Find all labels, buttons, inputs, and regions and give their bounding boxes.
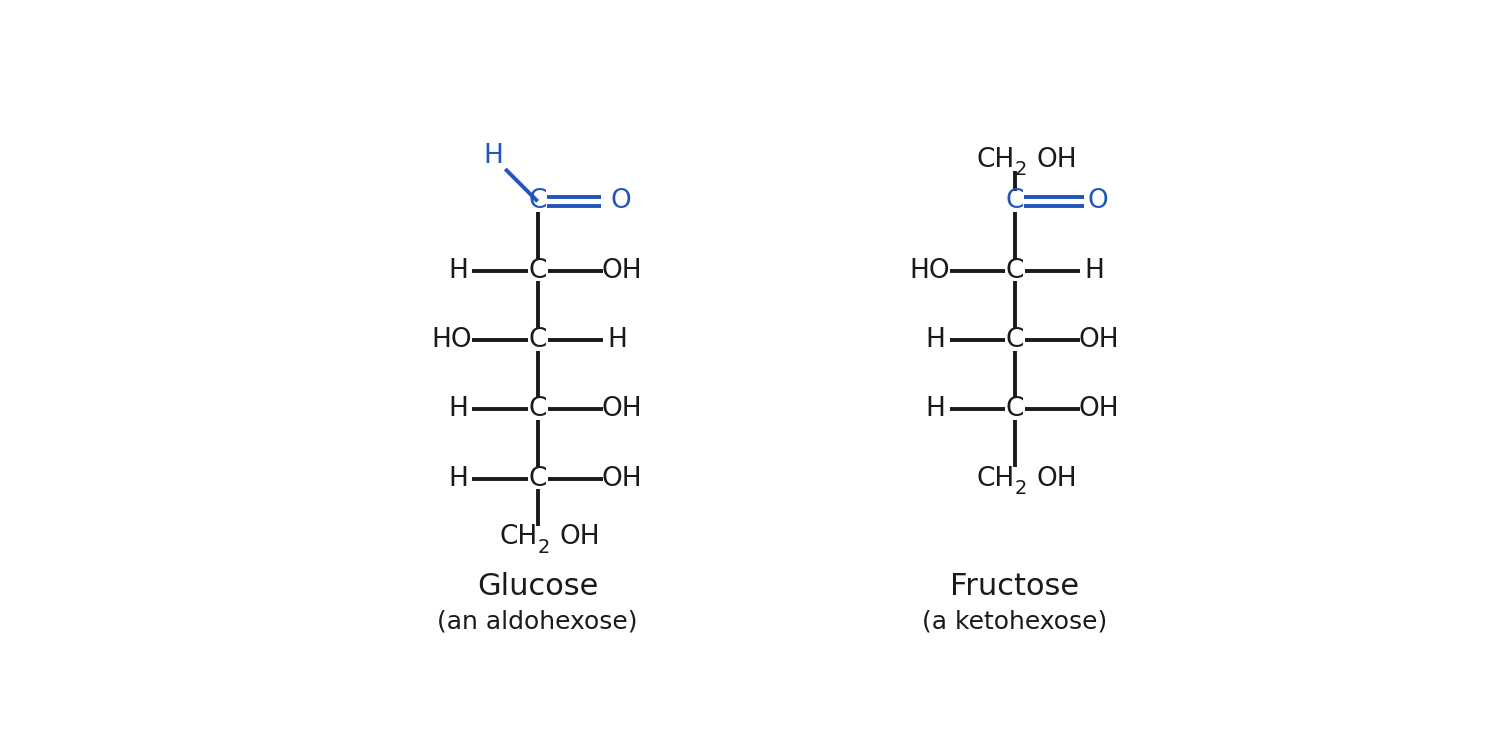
Text: OH: OH [1079, 397, 1120, 422]
Text: OH: OH [559, 525, 600, 550]
Text: OH: OH [601, 465, 642, 492]
Text: H: H [926, 327, 946, 353]
Text: O: O [610, 188, 631, 214]
Text: H: H [448, 258, 468, 284]
Text: H: H [448, 397, 468, 422]
Text: 2: 2 [1015, 161, 1027, 179]
Text: OH: OH [601, 397, 642, 422]
Text: OH: OH [1037, 465, 1078, 492]
Text: 2: 2 [538, 538, 550, 557]
Text: C: C [529, 397, 547, 422]
Text: C: C [1006, 258, 1024, 284]
Text: CH: CH [977, 465, 1015, 492]
Text: H: H [1084, 258, 1105, 284]
Text: (a ketohexose): (a ketohexose) [922, 609, 1108, 633]
Text: C: C [529, 188, 547, 214]
Text: Glucose: Glucose [477, 572, 598, 601]
Text: H: H [448, 465, 468, 492]
Text: H: H [484, 143, 504, 169]
Text: CH: CH [977, 147, 1015, 173]
Text: C: C [529, 258, 547, 284]
Text: HO: HO [432, 327, 472, 353]
Text: H: H [926, 397, 946, 422]
Text: 2: 2 [1015, 479, 1027, 498]
Text: CH: CH [499, 525, 538, 550]
Text: Fructose: Fructose [950, 572, 1079, 601]
Text: C: C [1006, 397, 1024, 422]
Text: OH: OH [1079, 327, 1120, 353]
Text: HO: HO [910, 258, 950, 284]
Text: C: C [1006, 188, 1024, 214]
Text: (an aldohexose): (an aldohexose) [438, 609, 639, 633]
Text: H: H [607, 327, 627, 353]
Text: OH: OH [1037, 147, 1078, 173]
Text: OH: OH [601, 258, 642, 284]
Text: C: C [1006, 327, 1024, 353]
Text: C: C [529, 465, 547, 492]
Text: C: C [529, 327, 547, 353]
Text: O: O [1088, 188, 1109, 214]
